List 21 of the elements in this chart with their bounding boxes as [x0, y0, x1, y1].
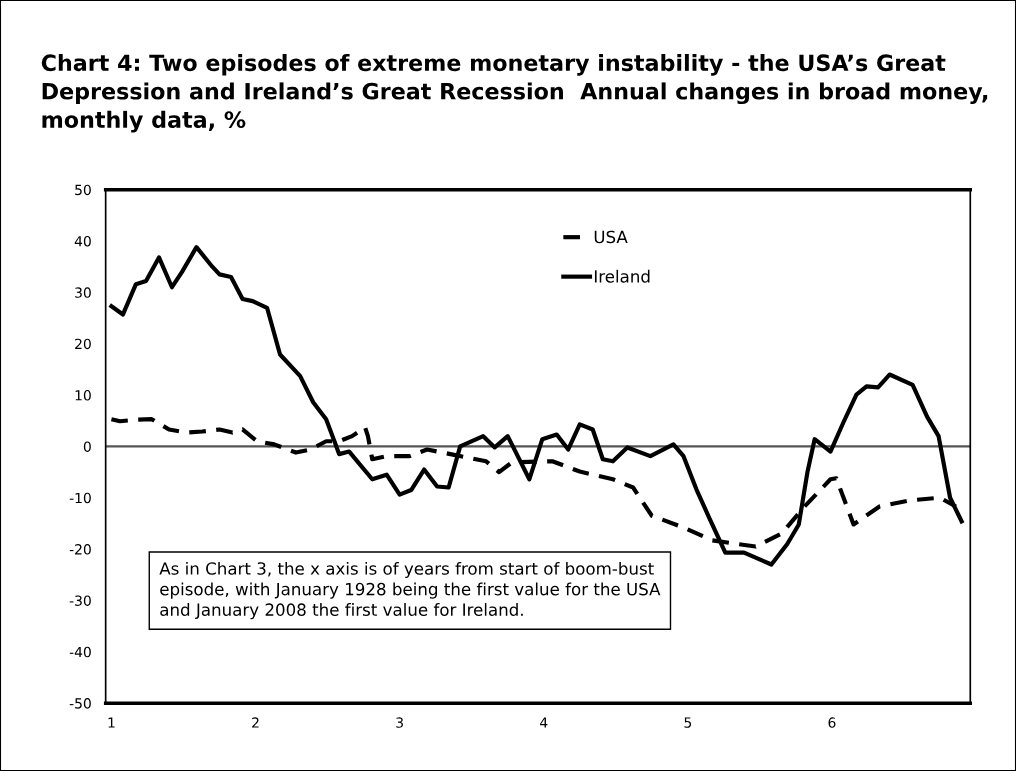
- annotation: As in Chart 3, the x axis is of years from start of boom-bust episode, with January 1928 being the first value for the USA and January 2008 the first value for Ireland.: [159, 561, 661, 620]
- x-tick-label: 5: [684, 717, 692, 728]
- y-tick-label: 50: [75, 184, 91, 196]
- x-tick-label: 6: [828, 717, 836, 728]
- y-tick-label: 10: [75, 390, 91, 401]
- y-tick-label: 0: [83, 441, 91, 452]
- x-tick-label: 1: [108, 717, 115, 728]
- y-tick-label: 40: [74, 235, 91, 247]
- y-tick-label: -20: [69, 544, 91, 555]
- x-tick-label: 3: [396, 717, 403, 728]
- legend-label: Ireland: [594, 269, 650, 283]
- y-tick-label: 30: [75, 287, 91, 298]
- x-tick-label: 4: [540, 717, 548, 728]
- y-tick-label: -50: [69, 698, 91, 709]
- x-tick-label: 2: [252, 717, 259, 728]
- chart-title: Chart 4: Two episodes of extreme monetary instability - the USA’s Great Depression and Ireland’s Great Recession Annual changes in broad money, monthly data, %: [41, 53, 988, 133]
- y-tick-label: -40: [69, 646, 91, 658]
- legend-label: USA: [594, 230, 628, 244]
- y-tick-label: -30: [69, 595, 91, 606]
- y-tick-label: 20: [75, 338, 91, 350]
- y-tick-label: -10: [69, 492, 91, 504]
